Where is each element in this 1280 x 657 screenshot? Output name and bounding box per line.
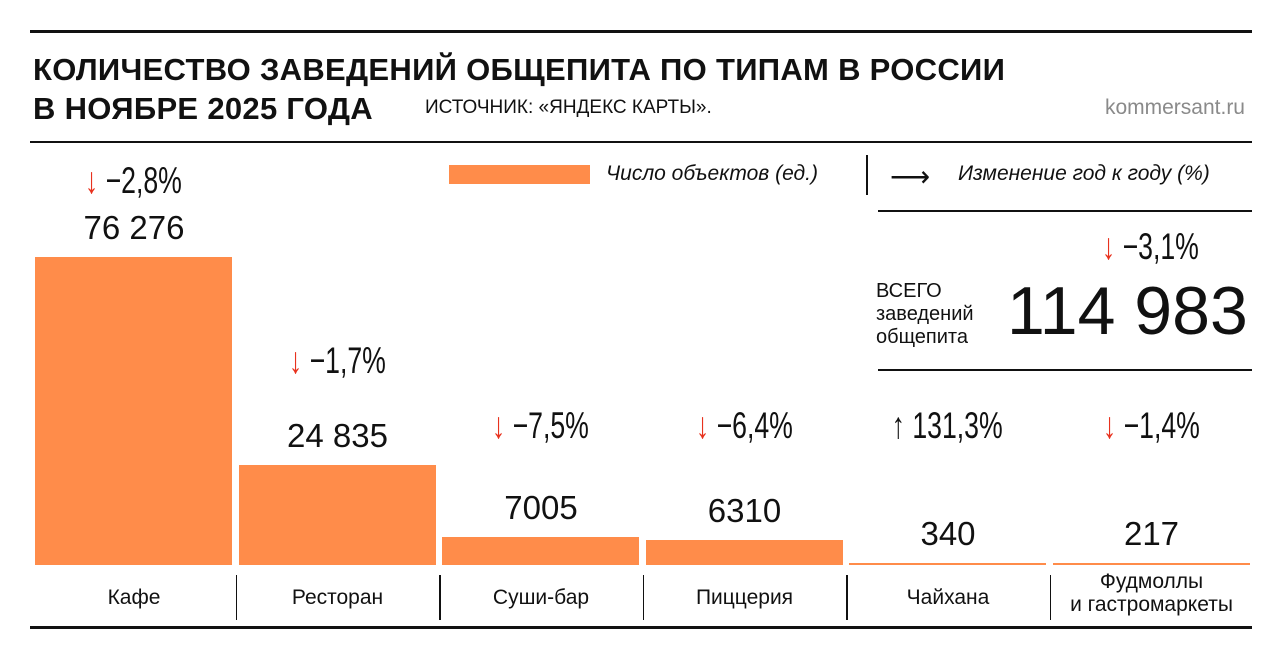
- value-label: 76 276: [83, 209, 185, 246]
- category-separator: [642, 575, 644, 620]
- category-separator: [235, 575, 237, 620]
- bar-0: [35, 257, 232, 565]
- bar-3: [645, 539, 843, 565]
- arrow-right-icon: ⟶: [890, 161, 931, 192]
- arrow-down-icon: ↓: [491, 405, 506, 446]
- arrow-down-icon: ↓: [1101, 226, 1115, 267]
- yoy-change-value: −1,7%: [301, 340, 386, 381]
- source-note: ИСТОЧНИК: «ЯНДЕКС КАРТЫ».: [425, 97, 712, 118]
- yoy-change-label: ↓ −1,7%: [217, 340, 457, 382]
- total-value: 114 983: [1007, 273, 1248, 349]
- total-label-line: общепита: [876, 326, 968, 348]
- total-label: ВСЕГО заведений общепита: [876, 280, 974, 349]
- arrow-down-icon: ↓: [695, 405, 709, 446]
- site-label: kommersant.ru: [1104, 96, 1245, 119]
- total-change-value: −3,1%: [1122, 226, 1199, 267]
- arrow-up-icon: ↑: [891, 405, 906, 446]
- total-top-rule: [878, 210, 1252, 212]
- value-label: 6310: [707, 491, 782, 529]
- category-separator: [846, 575, 848, 620]
- arrow-down-icon: ↓: [1102, 405, 1116, 446]
- value-label: 217: [1123, 515, 1180, 552]
- yoy-change-value: −2,8%: [98, 160, 182, 201]
- yoy-change-value: −6,4%: [708, 405, 793, 446]
- yoy-change-label: ↓ −1,4%: [1031, 405, 1271, 447]
- arrow-down-icon: ↓: [84, 160, 99, 201]
- yoy-change-value: −7,5%: [505, 405, 589, 446]
- total-change: ↓ −3,1%: [1030, 226, 1270, 268]
- bar-4: [849, 563, 1046, 565]
- category-label: Ресторан: [291, 586, 384, 609]
- legend-bars-label: Число объектов (ед.): [606, 162, 818, 185]
- legend-arrow-label: Изменение год к году (%): [958, 162, 1210, 185]
- top-rule: [30, 30, 1252, 33]
- category-label: Чайхана: [906, 586, 990, 609]
- chart-title-line1: КОЛИЧЕСТВО ЗАВЕДЕНИЙ ОБЩЕПИТА ПО ТИПАМ В…: [33, 52, 1006, 87]
- legend-bar-swatch: [449, 165, 590, 184]
- category-label: Суши-бар: [492, 586, 590, 609]
- chart-title-line2: В НОЯБРЕ 2025 ГОДА: [33, 91, 373, 126]
- bar-1: [238, 464, 436, 565]
- header-rule: [30, 141, 1252, 143]
- yoy-change-value: 131,3%: [905, 405, 1004, 446]
- category-separator: [1049, 575, 1051, 620]
- category-label: Пиццерия: [695, 586, 794, 609]
- yoy-change-value: −1,4%: [1115, 405, 1200, 446]
- arrow-down-icon: ↓: [288, 340, 302, 381]
- yoy-change-label: ↓ −2,8%: [14, 160, 254, 202]
- total-bottom-rule: [878, 369, 1252, 371]
- legend-divider: [866, 155, 868, 195]
- bar-2: [442, 536, 639, 565]
- value-label: 7005: [504, 488, 578, 526]
- yoy-change-label: ↓ −7,5%: [421, 405, 661, 447]
- total-label-line: ВСЕГО: [876, 280, 942, 302]
- category-label: Кафе: [107, 586, 161, 609]
- category-separator: [439, 575, 441, 620]
- total-label-line: заведений: [876, 303, 974, 325]
- yoy-change-label: ↓ −6,4%: [624, 405, 864, 447]
- yoy-change-label: ↑ 131,3%: [828, 405, 1068, 447]
- category-label: Фудмоллы и гастромаркеты: [1070, 570, 1233, 616]
- value-label: 340: [920, 515, 976, 552]
- bar-5: [1052, 563, 1250, 565]
- value-label: 24 835: [287, 416, 388, 454]
- bottom-rule: [30, 626, 1252, 629]
